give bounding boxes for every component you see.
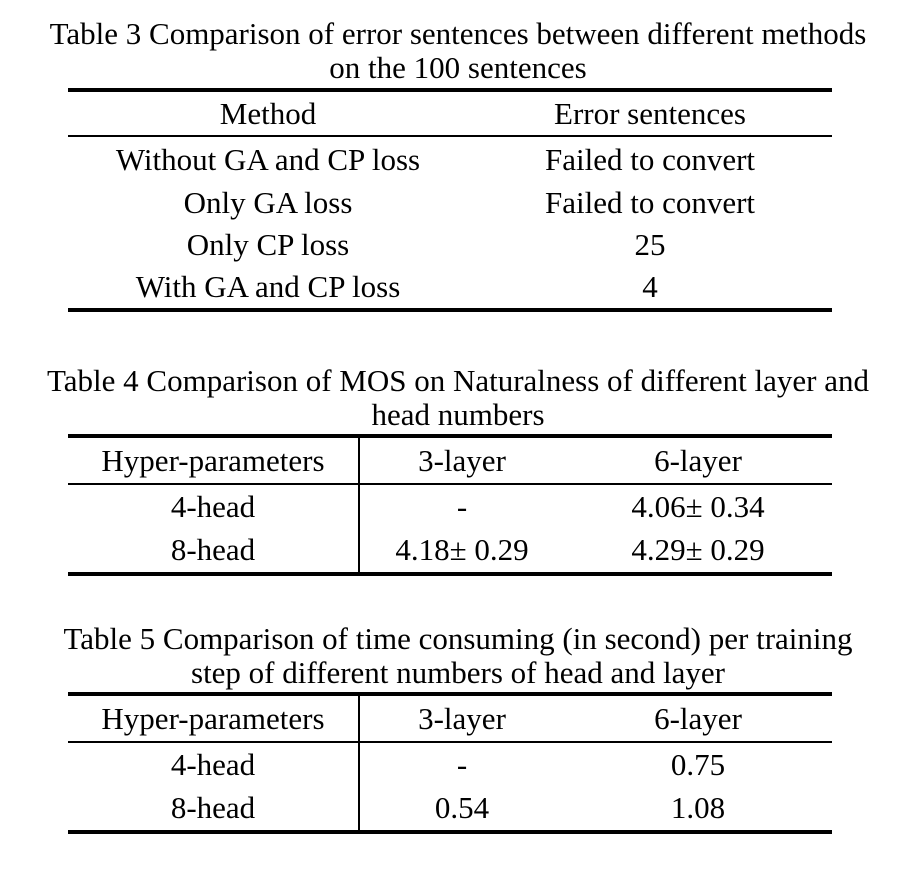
- table-cell: 1.08: [670, 790, 726, 825]
- table-cell: -: [456, 488, 468, 524]
- table-cell: Failed to convert: [544, 185, 756, 220]
- table-cell: 8-head: [68, 528, 360, 574]
- table-cell: -: [456, 746, 468, 782]
- table-4-caption-line1: Table 4 Comparison of MOS on Naturalness…: [47, 363, 869, 398]
- table-5-header-3layer: 3-layer: [418, 700, 506, 736]
- table-3-block: Table 3 Comparison of error sentences be…: [0, 17, 916, 312]
- table-5-header-hyper: Hyper-parameters: [68, 694, 360, 742]
- table-cell: 0.54: [434, 790, 490, 825]
- table-3-caption-line2: on the 100 sentences: [329, 50, 587, 85]
- table-4-header-6layer: 6-layer: [654, 442, 742, 478]
- table-3-header-error: Error sentences: [554, 95, 746, 131]
- table-cell: 0.75: [670, 746, 726, 782]
- table-4-header-row: Hyper-parameters 3-layer 6-layer: [68, 436, 832, 484]
- table-4-caption-line2: head numbers: [371, 397, 545, 432]
- table-row: With GA and CP loss 4: [68, 266, 832, 310]
- table-5-header-row: Hyper-parameters 3-layer 6-layer: [68, 694, 832, 742]
- table-4-header-hyper: Hyper-parameters: [68, 436, 360, 484]
- table-4-header-3layer: 3-layer: [418, 442, 506, 478]
- table-cell: Without GA and CP loss: [115, 141, 421, 177]
- table-3-header-row: Method Error sentences: [68, 90, 832, 136]
- table-cell: Failed to convert: [544, 141, 756, 177]
- table-row: 4-head - 0.75: [68, 742, 832, 786]
- table-cell: 4.06± 0.34: [631, 488, 765, 524]
- table-cell: 4.18± 0.29: [395, 532, 529, 567]
- table-5: Hyper-parameters 3-layer 6-layer 4-head …: [68, 692, 832, 834]
- table-3-header-method: Method: [219, 95, 317, 131]
- table-cell: 4-head: [68, 484, 360, 528]
- table-3: Method Error sentences Without GA and CP…: [68, 88, 832, 312]
- table-row: Without GA and CP loss Failed to convert: [68, 136, 832, 182]
- table-cell: 8-head: [68, 786, 360, 832]
- table-5-caption-line1: Table 5 Comparison of time consuming (in…: [63, 621, 853, 656]
- table-3-caption-line1: Table 3 Comparison of error sentences be…: [49, 16, 867, 51]
- table-row: Only GA loss Failed to convert: [68, 182, 832, 224]
- table-row: 4-head - 4.06± 0.34: [68, 484, 832, 528]
- table-row: Only CP loss 25: [68, 224, 832, 266]
- table-row: 8-head 4.18± 0.29 4.29± 0.29: [68, 528, 832, 574]
- table-cell: 4.29± 0.29: [631, 532, 765, 567]
- table-cell: Only GA loss: [183, 185, 353, 220]
- table-4: Hyper-parameters 3-layer 6-layer 4-head …: [68, 434, 832, 576]
- table-cell: Only CP loss: [186, 227, 350, 262]
- table-cell: 4-head: [68, 742, 360, 786]
- table-5-block: Table 5 Comparison of time consuming (in…: [0, 622, 916, 834]
- table-5-header-6layer: 6-layer: [654, 700, 742, 736]
- table-cell: 25: [634, 227, 666, 262]
- table-row: 8-head 0.54 1.08: [68, 786, 832, 832]
- table-5-caption-line2: step of different numbers of head and la…: [191, 655, 725, 690]
- table-cell: With GA and CP loss: [135, 269, 401, 304]
- table-cell: 4: [642, 269, 658, 304]
- table-4-block: Table 4 Comparison of MOS on Naturalness…: [0, 364, 916, 576]
